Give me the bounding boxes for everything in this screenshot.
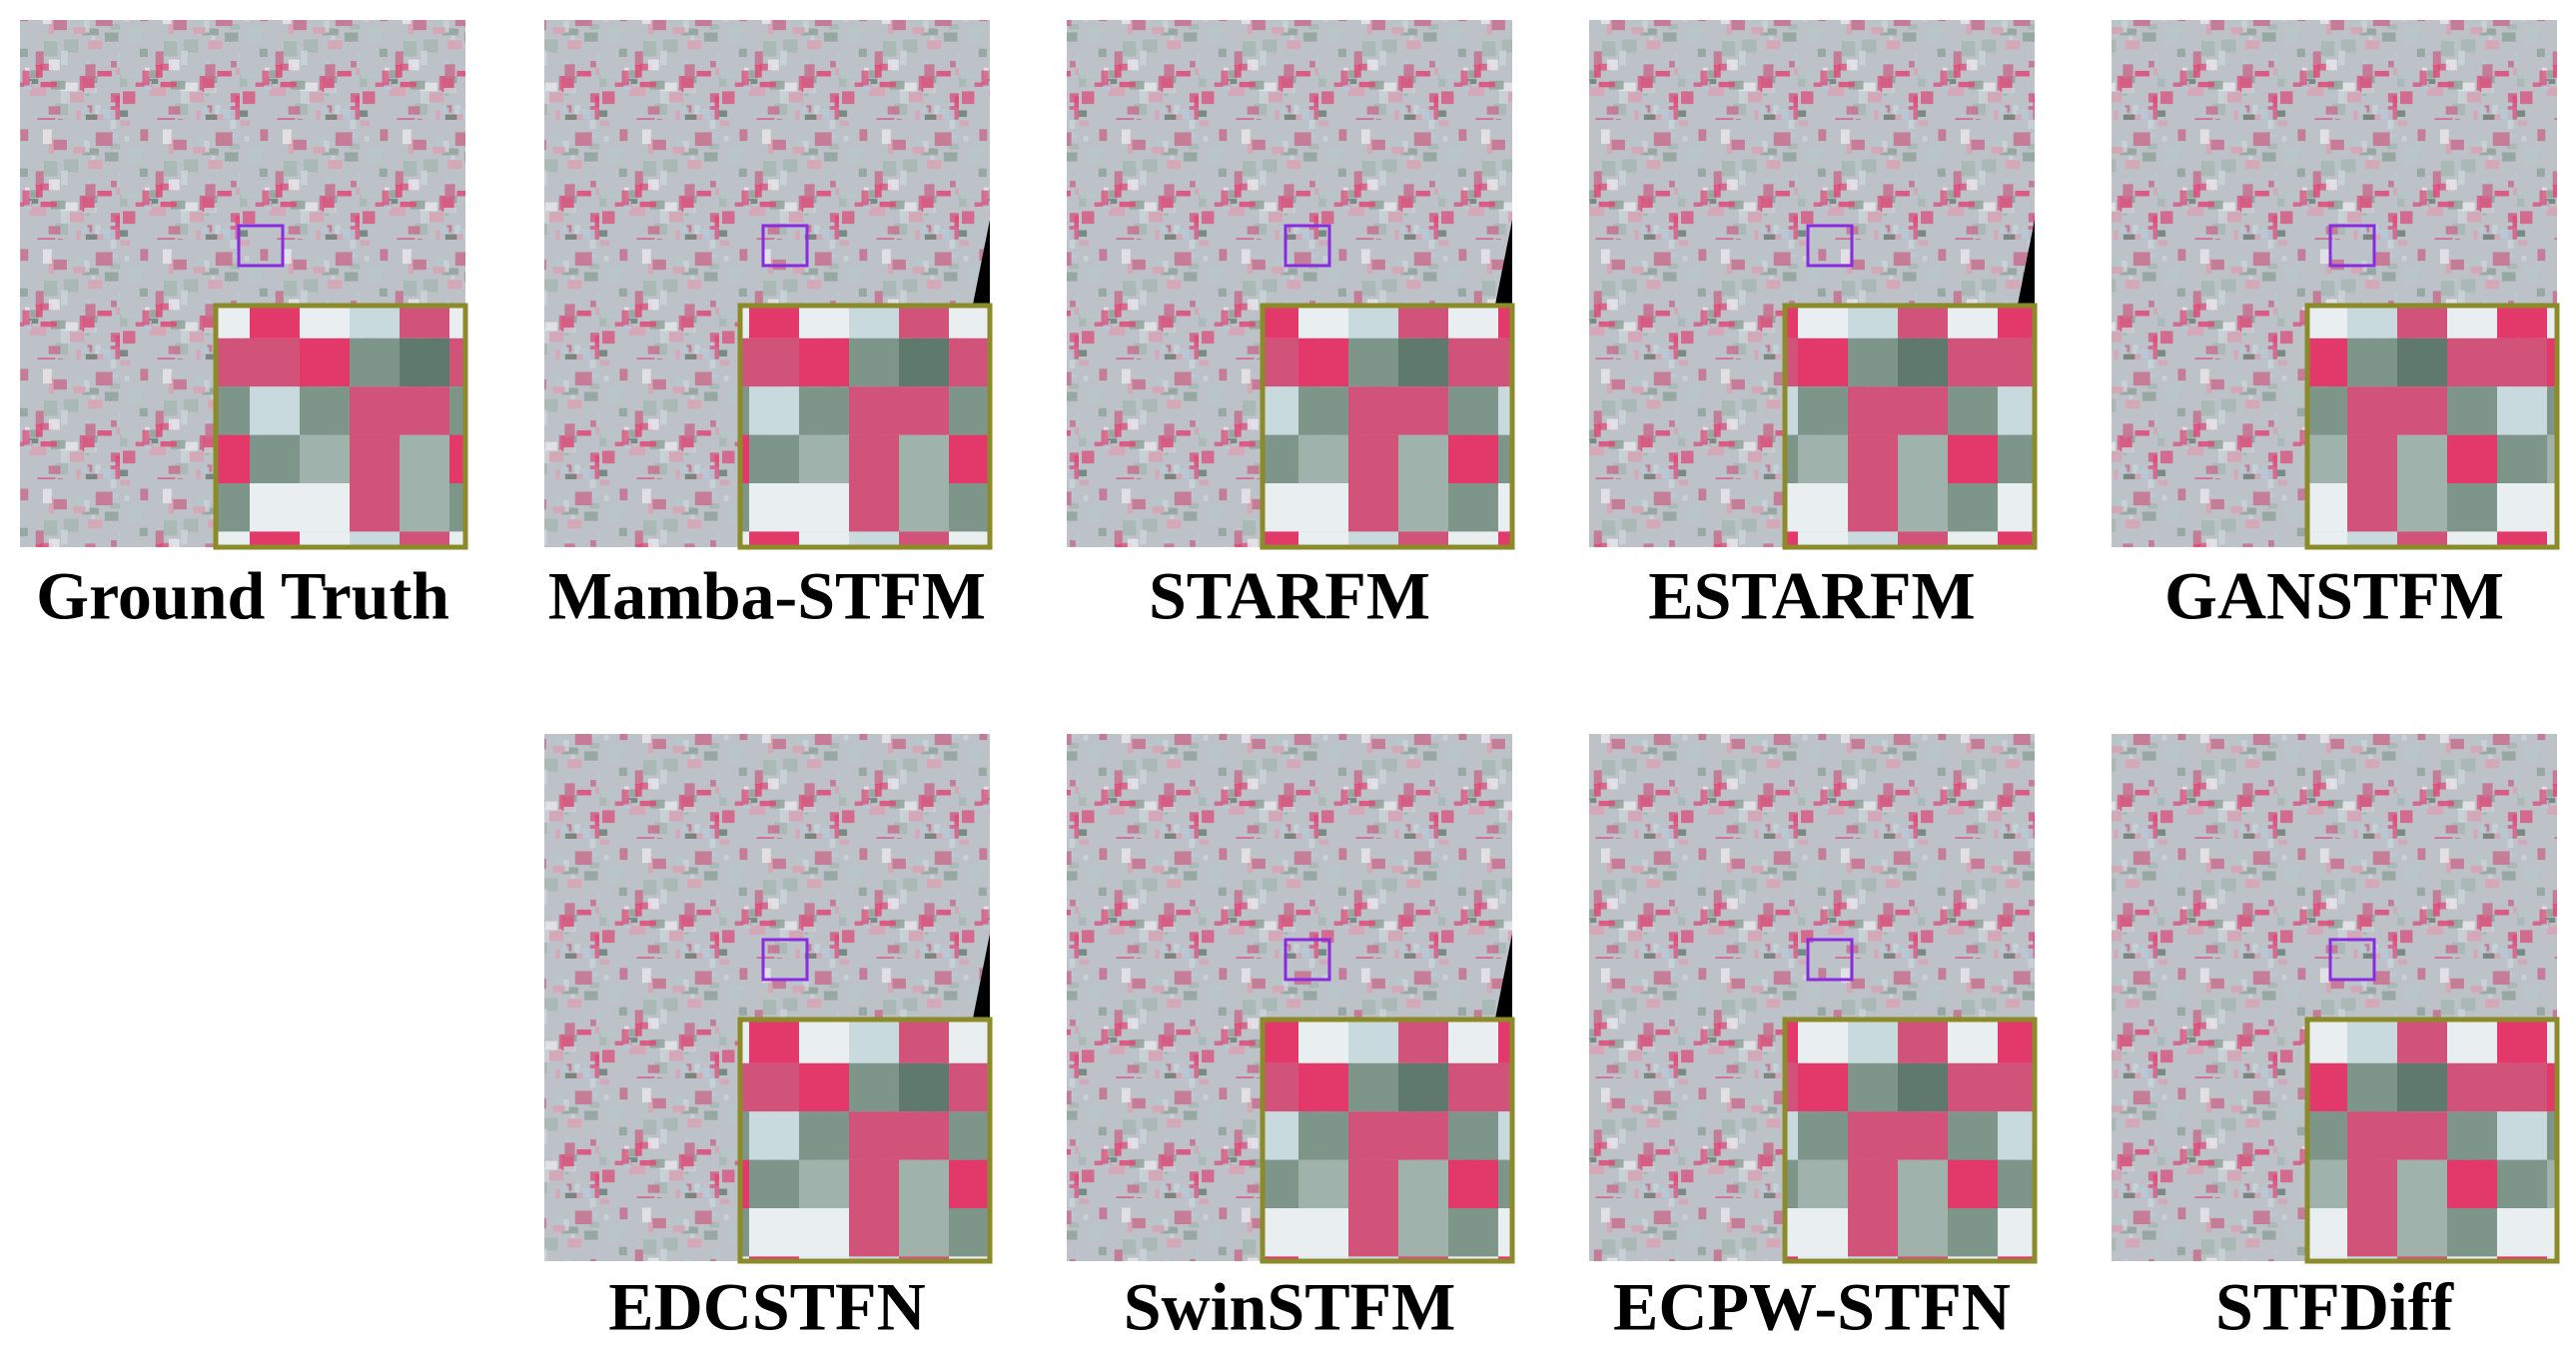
method-label: Ground Truth — [36, 558, 449, 634]
method-label: STARFM — [1149, 558, 1430, 634]
panel: ECPW-STFN — [1589, 734, 2038, 1345]
zoom-inset — [737, 1017, 993, 1264]
zoom-inset — [1782, 1017, 2038, 1264]
roi-box — [2328, 224, 2376, 268]
no-data-corner — [2017, 220, 2035, 310]
roi-box — [2328, 938, 2376, 982]
method-label: Mamba-STFM — [548, 558, 986, 634]
panel: STARFM — [1067, 20, 1515, 634]
roi-box — [761, 938, 809, 982]
panel: ESTARFM — [1589, 20, 2038, 634]
method-label: STFDiff — [2215, 1269, 2454, 1345]
zoom-inset — [213, 303, 468, 550]
panel: Ground Truth — [20, 20, 468, 634]
no-data-corner — [972, 220, 990, 310]
roi-box — [1806, 938, 1854, 982]
roi-box — [1284, 224, 1331, 268]
zoom-inset — [2304, 1017, 2560, 1264]
zoom-inset — [2304, 303, 2560, 550]
zoom-inset — [1260, 303, 1515, 550]
no-data-corner — [1494, 934, 1512, 1023]
roi-box — [1806, 224, 1854, 268]
method-label: ECPW-STFN — [1613, 1269, 2011, 1345]
panel: Mamba-STFM — [544, 20, 993, 634]
zoom-inset — [737, 303, 993, 550]
method-label: ESTARFM — [1648, 558, 1975, 634]
zoom-inset — [1782, 303, 2038, 550]
panel: GANSTFM — [2112, 20, 2560, 634]
method-label: EDCSTFN — [608, 1269, 925, 1345]
roi-box — [237, 224, 285, 268]
no-data-corner — [1494, 220, 1512, 310]
roi-box — [1284, 938, 1331, 982]
method-label: GANSTFM — [2164, 558, 2504, 634]
roi-box — [761, 224, 809, 268]
panel: SwinSTFM — [1067, 734, 1515, 1345]
method-label: SwinSTFM — [1124, 1269, 1456, 1345]
panel: STFDiff — [2112, 734, 2560, 1345]
no-data-corner — [972, 934, 990, 1023]
panel: EDCSTFN — [544, 734, 993, 1345]
zoom-inset — [1260, 1017, 1515, 1264]
